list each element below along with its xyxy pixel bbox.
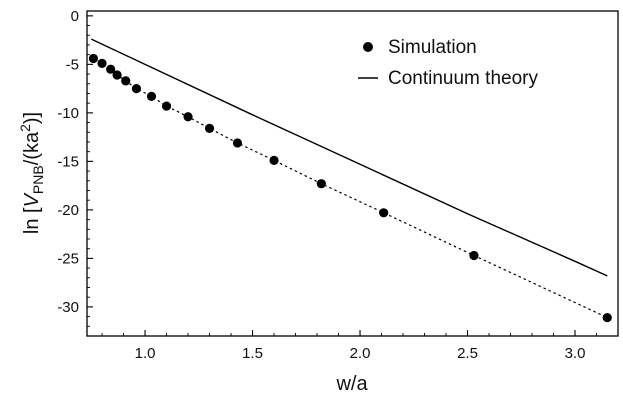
simulation-point	[269, 155, 279, 166]
simulation-point	[232, 138, 243, 148]
y-axis-label-variable: V	[21, 192, 43, 207]
continuum-theory-line	[91, 38, 608, 277]
plot-frame	[86, 10, 619, 337]
y-axis-label-middle: /(ka	[21, 131, 43, 165]
legend-simulation-label: Simulation	[388, 37, 477, 58]
legend-continuum-label: Continuum theory	[388, 68, 538, 89]
simulation-point	[131, 84, 142, 94]
simulation-point	[204, 123, 215, 133]
y-tick-label: -30	[57, 299, 79, 316]
legend-simulation-marker	[363, 42, 373, 52]
y-axis-label-suffix: )]	[21, 112, 43, 124]
x-tick-label: 2.0	[350, 345, 371, 362]
axis-ticks: 1.0 1.5 2.0 2.5 3.0 0 -5 -10 -15 -20 -25 -30	[57, 8, 597, 362]
y-axis-label-prefix: ln [	[21, 207, 43, 234]
y-tick-label: -20	[57, 202, 79, 219]
x-axis-label: w/a	[335, 373, 368, 395]
simulation-point	[183, 112, 193, 122]
simulation-dotted-fit	[93, 58, 608, 319]
simulation-point	[161, 101, 172, 111]
y-tick-label: -10	[57, 105, 79, 122]
x-tick-label: 2.5	[457, 345, 478, 362]
simulation-point	[316, 179, 326, 189]
x-tick-label: 3.0	[565, 345, 586, 362]
y-axis-label-subscript: PNB	[30, 165, 46, 194]
plot-area	[88, 38, 612, 323]
simulation-point	[97, 58, 107, 68]
y-axis-label-superscript: 2	[17, 124, 33, 132]
y-tick-label: -25	[57, 250, 79, 267]
x-tick-label: 1.0	[135, 345, 156, 362]
simulation-point	[121, 76, 131, 86]
simulation-point	[106, 64, 116, 74]
x-tick-label: 1.5	[242, 345, 263, 362]
y-tick-label: -5	[66, 56, 79, 73]
simulation-point	[379, 208, 389, 218]
simulation-point	[146, 91, 157, 101]
y-axis-label: ln [VPNB/(ka2)]	[17, 112, 46, 234]
simulation-point	[112, 70, 122, 80]
simulation-point	[469, 250, 479, 261]
simulation-point	[88, 53, 99, 64]
y-tick-label: -15	[57, 153, 79, 170]
y-tick-label: 0	[71, 8, 79, 25]
legend: Simulation Continuum theory	[358, 37, 538, 89]
simulation-point	[602, 312, 612, 323]
